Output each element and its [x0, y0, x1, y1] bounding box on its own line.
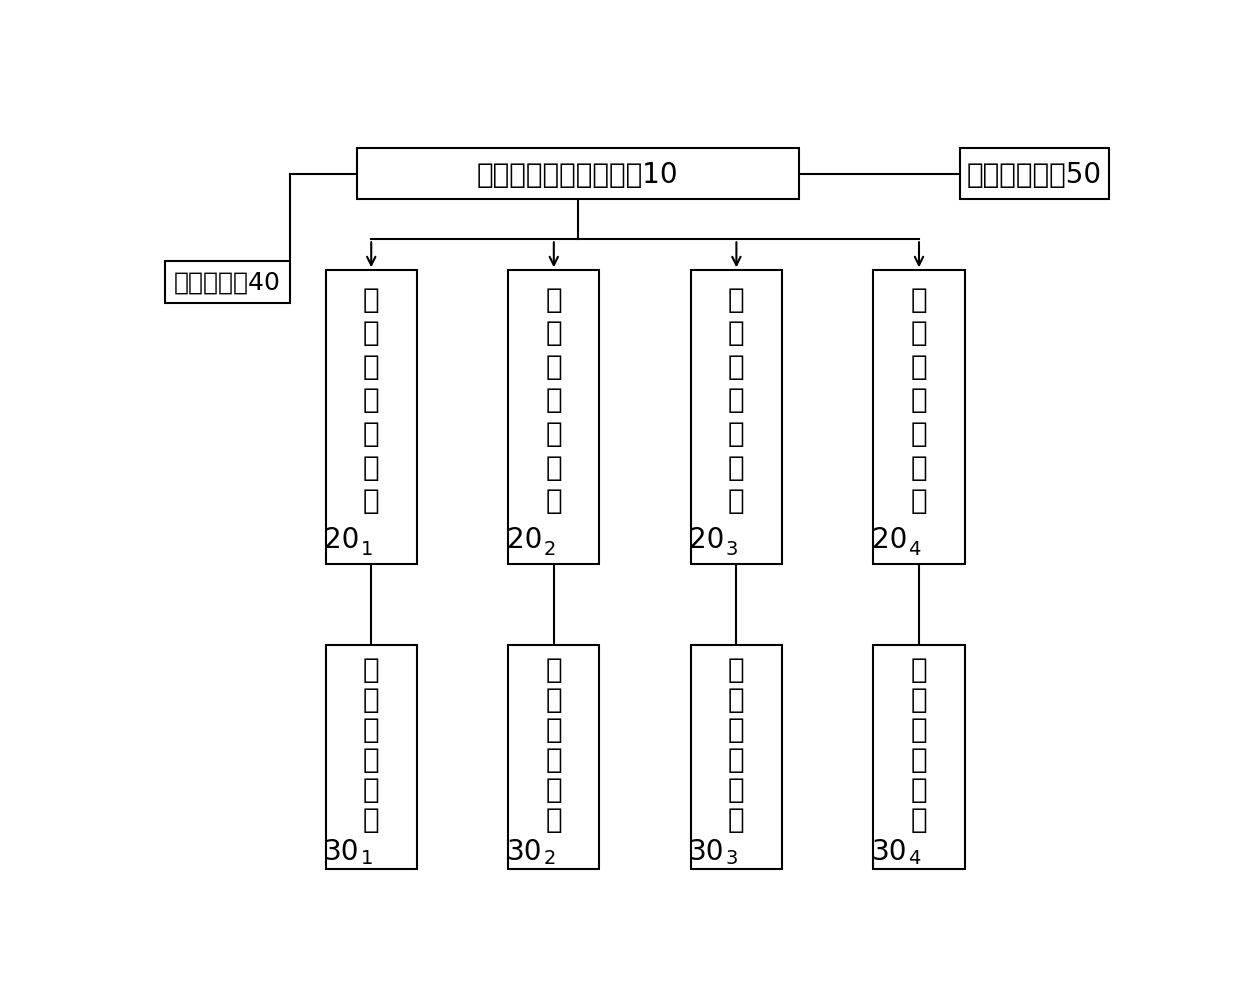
Text: 20: 20: [689, 526, 725, 554]
Text: 第: 第: [363, 286, 379, 314]
Text: 三: 三: [728, 319, 745, 347]
Text: 缸: 缸: [728, 804, 745, 832]
Text: 倾斜检测装置50: 倾斜检测装置50: [967, 160, 1102, 189]
Text: 30: 30: [872, 837, 908, 865]
Text: 1: 1: [361, 539, 373, 558]
Text: 一: 一: [363, 685, 379, 713]
Bar: [508, 271, 599, 565]
Text: 换: 换: [363, 419, 379, 447]
Text: 支: 支: [728, 715, 745, 743]
Text: 向: 向: [910, 453, 928, 481]
Text: 向: 向: [728, 453, 745, 481]
Text: 3: 3: [725, 848, 738, 867]
Text: 阀: 阀: [728, 486, 745, 515]
Text: 电: 电: [546, 353, 562, 380]
Bar: [960, 149, 1109, 200]
Text: 20: 20: [872, 526, 908, 554]
Text: 阀: 阀: [546, 486, 562, 515]
Text: 缸: 缸: [363, 804, 379, 832]
Text: 4: 4: [909, 848, 921, 867]
Text: 第: 第: [910, 655, 928, 683]
Text: 磁: 磁: [546, 386, 562, 414]
Bar: [357, 149, 799, 200]
Bar: [873, 646, 965, 870]
Text: 向: 向: [363, 453, 379, 481]
Text: 腿: 腿: [728, 745, 745, 773]
Text: 第: 第: [728, 655, 745, 683]
Text: 油: 油: [728, 775, 745, 802]
Text: 四: 四: [910, 319, 928, 347]
Text: 2: 2: [543, 539, 556, 558]
Text: 电: 电: [728, 353, 745, 380]
Text: 第: 第: [728, 286, 745, 314]
Text: 2: 2: [543, 848, 556, 867]
Bar: [691, 646, 782, 870]
Text: 30: 30: [689, 837, 725, 865]
Bar: [165, 262, 289, 304]
Text: 缸: 缸: [910, 804, 928, 832]
Bar: [326, 271, 417, 565]
Text: 换: 换: [910, 419, 928, 447]
Text: 1: 1: [361, 848, 373, 867]
Text: 腿: 腿: [546, 745, 562, 773]
Text: 比例多路阀40: 比例多路阀40: [174, 271, 280, 295]
Bar: [326, 646, 417, 870]
Text: 向: 向: [546, 453, 562, 481]
Text: 缸: 缸: [546, 804, 562, 832]
Bar: [508, 646, 599, 870]
Text: 腿: 腿: [910, 745, 928, 773]
Text: 油: 油: [363, 775, 379, 802]
Text: 电: 电: [363, 353, 379, 380]
Text: 3: 3: [725, 539, 738, 558]
Text: 油: 油: [910, 775, 928, 802]
Bar: [691, 271, 782, 565]
Text: 第: 第: [546, 286, 562, 314]
Bar: [873, 271, 965, 565]
Text: 二: 二: [546, 685, 562, 713]
Text: 油: 油: [546, 775, 562, 802]
Text: 4: 4: [909, 539, 921, 558]
Text: 磁: 磁: [910, 386, 928, 414]
Text: 第: 第: [910, 286, 928, 314]
Text: 二: 二: [546, 319, 562, 347]
Text: 一: 一: [363, 319, 379, 347]
Text: 支: 支: [910, 715, 928, 743]
Text: 四: 四: [910, 685, 928, 713]
Text: 支: 支: [546, 715, 562, 743]
Text: 工程机械调平控制装置10: 工程机械调平控制装置10: [477, 160, 678, 189]
Text: 阀: 阀: [363, 486, 379, 515]
Text: 换: 换: [728, 419, 745, 447]
Text: 换: 换: [546, 419, 562, 447]
Text: 30: 30: [507, 837, 542, 865]
Text: 20: 20: [325, 526, 360, 554]
Text: 电: 电: [910, 353, 928, 380]
Text: 30: 30: [324, 837, 360, 865]
Text: 20: 20: [507, 526, 542, 554]
Text: 第: 第: [363, 655, 379, 683]
Text: 三: 三: [728, 685, 745, 713]
Text: 腿: 腿: [363, 745, 379, 773]
Text: 阀: 阀: [910, 486, 928, 515]
Text: 磁: 磁: [363, 386, 379, 414]
Text: 第: 第: [546, 655, 562, 683]
Text: 支: 支: [363, 715, 379, 743]
Text: 磁: 磁: [728, 386, 745, 414]
